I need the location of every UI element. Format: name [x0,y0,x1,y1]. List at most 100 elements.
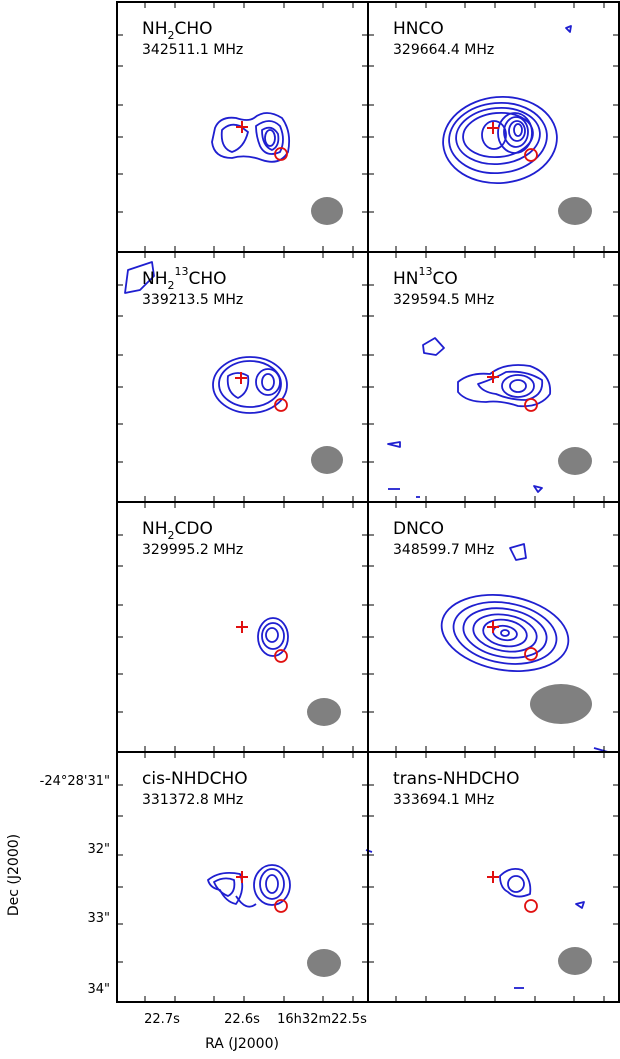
contour-line [477,370,544,401]
source-marker-circle [274,899,288,913]
beam-ellipse [558,947,592,975]
beam-ellipse [558,447,592,475]
source-marker-plus [235,372,247,384]
source-marker-circle [274,398,288,412]
contour-line [499,867,532,898]
contour-line [211,112,291,163]
species-label: cis-NHDCHO [142,769,248,789]
source-marker-plus [236,621,248,633]
contour-line [220,123,249,153]
species-label: NH2CDO [142,519,213,542]
contour-line [507,875,525,893]
source-marker-circle [274,649,288,663]
contour-line [503,116,529,148]
contour-line [257,617,289,657]
frequency-label: 342511.1 MHz [142,42,243,58]
beam-ellipse [558,197,592,225]
contour-line [500,629,510,637]
y-axis-label: Dec (J2000) [6,834,22,916]
frequency-label: 329664.4 MHz [393,42,494,58]
contour-line [455,106,541,166]
beam-ellipse [530,684,592,724]
contour-line [575,901,585,909]
contour-line [255,368,281,396]
y-tick-labels: -24°28'31" 32" 33" 34" [40,774,110,997]
species-label: NH2CHO [142,19,213,42]
species-label: HN13CO [393,265,458,289]
frequency-label: 329995.2 MHz [142,542,243,558]
panel-ticks [117,502,368,752]
source-marker-circle [524,398,538,412]
beam-ellipse [311,197,343,225]
contour-line [482,618,528,648]
y-tick-label: 34" [87,982,110,997]
x-axis-label: RA (J2000) [205,1036,279,1052]
contour-line [261,126,280,151]
contour-line [218,360,282,408]
source-marker-circle [524,647,538,661]
species-label: DNCO [393,519,444,539]
contour-line [207,871,244,905]
contour-line [462,607,548,659]
y-tick-label: 33" [87,911,110,926]
species-label: NH213CHO [142,265,227,292]
contour-line [509,379,527,393]
frequency-label: 331372.8 MHz [142,792,243,808]
contour-line [226,372,250,399]
contour-line [387,441,401,448]
marker-layer [235,121,592,977]
contour-line [255,120,284,155]
contour-line [265,874,279,894]
y-tick-label: 32" [87,842,110,857]
contour-line [235,895,257,908]
contour-line [533,485,543,493]
contour-line [509,543,527,561]
contour-line [442,95,558,185]
x-tick-label: 16h32m22.5s [277,1012,367,1027]
contour-line [212,356,288,414]
panel-frame [367,751,620,1003]
contour-line [457,364,552,408]
contour-line [253,864,291,906]
contour-line [452,601,558,665]
contour-line [261,373,275,391]
contour-line [213,877,236,897]
frequency-label: 329594.5 MHz [393,292,494,308]
contour-line [422,337,445,356]
contour-line [259,868,285,900]
panel-ticks [368,752,619,1002]
source-marker-circle [524,899,538,913]
frequency-label: 348599.7 MHz [393,542,494,558]
contour-line [440,594,570,672]
contour-line [501,374,535,398]
contour-line [264,129,276,147]
source-marker-plus [487,122,499,134]
species-label: HNCO [393,19,444,39]
panel-frames [116,1,620,1003]
source-marker-plus [487,371,499,383]
contour-line [513,123,523,137]
source-marker-plus [236,121,248,133]
source-marker-plus [236,871,248,883]
contour-line [448,101,548,175]
x-tick-label: 22.6s [224,1012,260,1027]
contour-line [124,261,155,294]
source-marker-plus [487,621,499,633]
panel-ticks [117,752,368,1002]
contour-line [497,112,533,154]
x-tick-label: 22.7s [144,1012,180,1027]
beam-ellipse [307,698,341,726]
y-tick-label: -24°28'31" [40,774,110,789]
contour-line [261,622,285,650]
source-marker-plus [487,871,499,883]
contour-line [481,120,507,150]
x-tick-labels: 22.7s 22.6s 16h32m22.5s [144,1012,367,1027]
species-label: trans-NHDCHO [393,769,519,789]
beam-ellipse [311,446,343,474]
frequency-label: 339213.5 MHz [142,292,243,308]
frequency-label: 333694.1 MHz [393,792,494,808]
source-marker-circle [274,147,288,161]
contour-layer [124,25,609,989]
